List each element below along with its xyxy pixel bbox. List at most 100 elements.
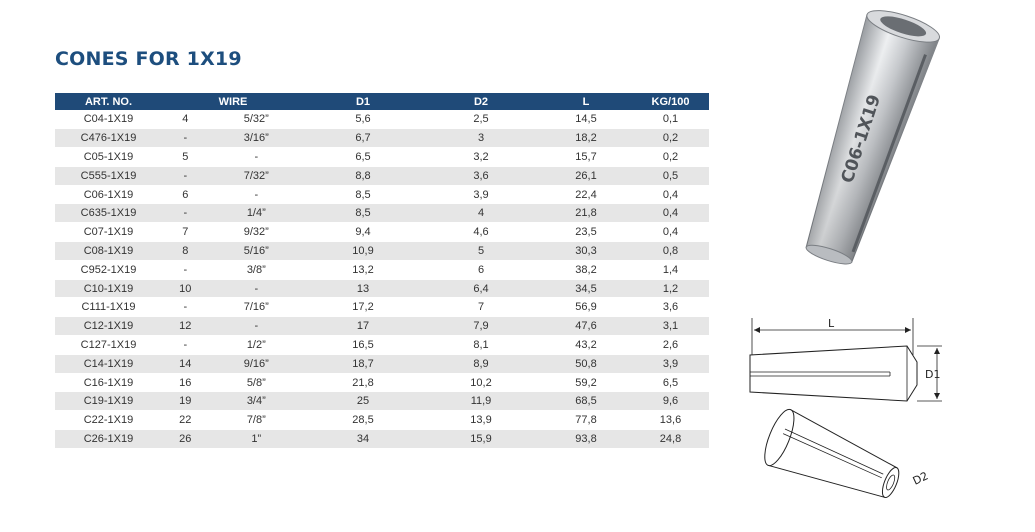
cell-art-no: C04-1X19 [55, 110, 162, 130]
cell-art-no: C14-1X19 [55, 354, 162, 374]
cell-d2: 15,9 [422, 429, 540, 449]
cell-wire-inch: 1” [208, 429, 304, 449]
cell-d2: 4,6 [422, 222, 540, 243]
cell-wire-mm: 14 [162, 354, 209, 374]
cell-l: 56,9 [540, 297, 632, 318]
cell-wire-mm: 4 [162, 110, 209, 130]
cell-wire-inch: 7/32” [208, 166, 304, 186]
cell-art-no: C26-1X19 [55, 429, 162, 449]
cell-d2: 5 [422, 241, 540, 261]
table-row: C07-1X19 7 9/32” 9,4 4,6 23,5 0,4 [55, 222, 709, 243]
cell-wire-inch: 3/8” [208, 260, 304, 280]
cell-d1: 13 [304, 279, 422, 299]
cell-d2: 13,9 [422, 410, 540, 431]
cell-d2: 8,1 [422, 335, 540, 355]
cell-wire-mm: - [162, 128, 209, 149]
cell-l: 47,6 [540, 316, 632, 337]
cell-kg: 13,6 [632, 410, 709, 431]
cell-wire-mm: - [162, 260, 209, 280]
cell-wire-inch: - [208, 147, 304, 167]
cell-d1: 21,8 [304, 373, 422, 393]
cell-d2: 2,5 [422, 110, 540, 130]
cell-d2: 6,4 [422, 279, 540, 299]
cell-wire-mm: - [162, 297, 209, 318]
cell-kg: 9,6 [632, 391, 709, 412]
table-row: C26-1X19 26 1” 34 15,9 93,8 24,8 [55, 429, 709, 449]
cell-art-no: C12-1X19 [55, 316, 162, 337]
cell-art-no: C952-1X19 [55, 260, 162, 280]
cell-d2: 3,6 [422, 166, 540, 186]
cell-wire-inch: 1/2” [208, 335, 304, 355]
cell-kg: 0,4 [632, 185, 709, 205]
label-d1: D1 [925, 368, 940, 381]
cell-wire-mm: 10 [162, 279, 209, 299]
cell-d1: 8,5 [304, 185, 422, 205]
label-d2: D2 [911, 469, 931, 487]
cell-l: 22,4 [540, 185, 632, 205]
cell-art-no: C476-1X19 [55, 128, 162, 149]
table-row: C10-1X19 10-13 6,4 34,5 1,2 [55, 279, 709, 299]
cell-d1: 25 [304, 391, 422, 412]
header-l: L [540, 93, 632, 110]
table-row: C08-1X19 8 5/16” 10,9 5 30,3 0,8 [55, 241, 709, 261]
cell-wire-inch: - [208, 316, 304, 337]
cell-kg: 0,5 [632, 166, 709, 186]
cell-kg: 1,2 [632, 279, 709, 299]
cell-kg: 0,8 [632, 241, 709, 261]
table-row: C635-1X19-1/4” 8,5 4 21,8 0,4 [55, 203, 709, 224]
table-header-row: ART. NO. WIRE D1 D2 L KG/100 [55, 93, 709, 110]
cell-wire-inch: 9/32” [208, 222, 304, 243]
cell-art-no: C07-1X19 [55, 222, 162, 243]
cell-d1: 10,9 [304, 241, 422, 261]
cone-photo: C06-1X19 [805, 10, 940, 265]
cell-wire-inch: 5/8” [208, 373, 304, 393]
cell-d1: 8,5 [304, 203, 422, 224]
cell-d1: 16,5 [304, 335, 422, 355]
cell-kg: 0,2 [632, 128, 709, 149]
cell-wire-mm: 5 [162, 147, 209, 167]
label-l: L [828, 317, 835, 330]
cell-l: 30,3 [540, 241, 632, 261]
spec-table: ART. NO. WIRE D1 D2 L KG/100 C04-1X19 4 5/… [55, 93, 709, 449]
cell-l: 15,7 [540, 147, 632, 167]
cell-art-no: C555-1X19 [55, 166, 162, 186]
cell-d2: 7 [422, 297, 540, 318]
table-row: C127-1X19-1/2” 16,5 8,1 43,2 2,6 [55, 335, 709, 355]
table-row: C476-1X19-3/16” 6,7 3 18,2 0,2 [55, 128, 709, 149]
cell-kg: 0,1 [632, 110, 709, 130]
cell-l: 14,5 [540, 110, 632, 130]
dimension-diagram: L D1 D2 [749, 317, 942, 498]
cell-art-no: C05-1X19 [55, 147, 162, 167]
cell-wire-inch: 7/16” [208, 297, 304, 318]
cell-wire-mm: - [162, 166, 209, 186]
page-title: CONES FOR 1X19 [55, 48, 242, 70]
cell-d1: 34 [304, 429, 422, 449]
table-row: C19-1X19 19 3/4” 25 11,9 68,5 9,6 [55, 391, 709, 412]
cell-d2: 7,9 [422, 316, 540, 337]
cell-d1: 13,2 [304, 260, 422, 280]
cell-l: 77,8 [540, 410, 632, 431]
cell-kg: 2,6 [632, 335, 709, 355]
cell-wire-mm: - [162, 203, 209, 224]
cell-l: 43,2 [540, 335, 632, 355]
cell-d2: 8,9 [422, 354, 540, 374]
cell-kg: 0,2 [632, 147, 709, 167]
cell-d2: 10,2 [422, 373, 540, 393]
cell-l: 93,8 [540, 429, 632, 449]
cell-art-no: C111-1X19 [55, 297, 162, 318]
cell-l: 26,1 [540, 166, 632, 186]
cell-wire-inch: - [208, 185, 304, 205]
cell-d1: 6,7 [304, 128, 422, 149]
cell-wire-mm: 6 [162, 185, 209, 205]
cell-d1: 17 [304, 316, 422, 337]
cell-wire-inch: 7/8” [208, 410, 304, 431]
cell-l: 50,8 [540, 354, 632, 374]
cell-art-no: C22-1X19 [55, 410, 162, 431]
cell-wire-mm: 22 [162, 410, 209, 431]
cell-kg: 3,1 [632, 316, 709, 337]
cell-wire-mm: 8 [162, 241, 209, 261]
table-row: C04-1X19 4 5/32” 5,6 2,5 14,5 0,1 [55, 110, 709, 130]
cell-d1: 17,2 [304, 297, 422, 318]
table-row: C05-1X19 5-6,5 3,2 15,7 0,2 [55, 147, 709, 167]
cell-wire-mm: 19 [162, 391, 209, 412]
